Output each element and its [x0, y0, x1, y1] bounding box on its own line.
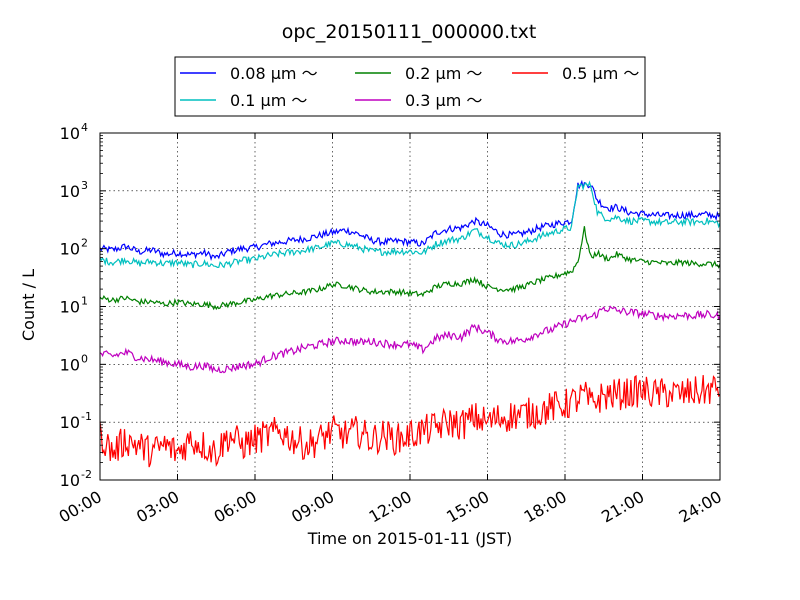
y-tick-exponent: 1 [81, 295, 88, 308]
x-tick-label: 21:00 [598, 487, 647, 527]
y-tick-exponent: -2 [81, 468, 92, 481]
x-tick-label: 18:00 [521, 487, 570, 527]
series-line [99, 305, 721, 374]
x-tick-label: 24:00 [676, 487, 725, 527]
series-lines [99, 179, 721, 468]
x-axis-ticks: 00:00 03:00 06:00 09:00 12:00 15:00 18:00 21:00… [56, 133, 725, 527]
y-tick-exponent: 2 [81, 237, 88, 250]
legend-items: 0.08 μm ～ 0.1 μm ～ 0.2 μm ～ 0.3 μm ～ 0.5 μm … [180, 64, 639, 110]
y-tick-exponent: 0 [81, 352, 88, 365]
y-tick-exponent: 4 [81, 121, 88, 134]
legend-label: 0.2 μm ～ [405, 64, 482, 83]
legend-label: 0.1 μm ～ [230, 91, 307, 110]
x-tick-label: 03:00 [133, 487, 182, 527]
series-line [99, 226, 721, 311]
y-tick-label: 10 [60, 298, 80, 317]
y-tick-label: 10 [60, 182, 80, 201]
y-tick-label: 10 [60, 240, 80, 259]
legend-box [174, 56, 646, 117]
y-axis-label: Count / L [19, 269, 38, 341]
legend-label: 0.3 μm ～ [405, 91, 482, 110]
x-tick-label: 12:00 [366, 487, 415, 527]
y-tick-label: 10 [60, 124, 80, 143]
y-tick-label: 10 [60, 471, 80, 490]
x-tick-label: 15:00 [443, 487, 492, 527]
x-tick-label: 09:00 [288, 487, 337, 527]
y-tick-exponent: -1 [81, 410, 92, 423]
x-tick-label: 06:00 [211, 487, 260, 527]
chart-title: opc_20150111_000000.txt [282, 21, 537, 43]
series-line [99, 374, 721, 468]
y-tick-exponent: 3 [81, 179, 88, 192]
x-tick-label: 00:00 [56, 487, 105, 527]
y-tick-label: 10 [60, 355, 80, 374]
legend-label: 0.08 μm ～ [230, 64, 318, 83]
legend-label: 0.5 μm ～ [562, 64, 639, 83]
legend: 0.08 μm ～ 0.1 μm ～ 0.2 μm ～ 0.3 μm ～ 0.5 μm … [174, 56, 646, 117]
series-line [99, 179, 721, 262]
y-tick-label: 10 [60, 413, 80, 432]
x-axis-label: Time on 2015-01-11 (JST) [307, 529, 512, 548]
series-line [99, 180, 721, 269]
